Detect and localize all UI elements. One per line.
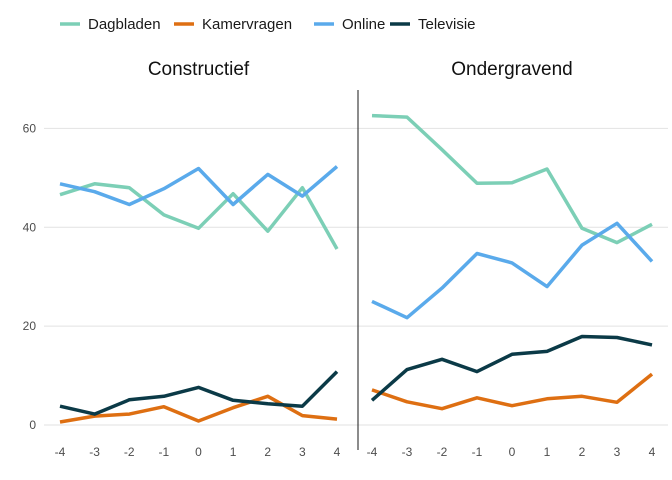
legend-label-dagbladen: Dagbladen	[88, 16, 161, 33]
x-tick-label: -1	[159, 445, 170, 459]
x-tick-label: 1	[544, 445, 551, 459]
x-tick-label: 2	[579, 445, 586, 459]
x-tick-label: 3	[614, 445, 621, 459]
x-tick-label: -3	[402, 445, 413, 459]
y-tick-label: 60	[23, 121, 37, 135]
x-tick-label: 2	[264, 445, 271, 459]
panel-title: Constructief	[148, 59, 250, 80]
legend-label-kamervragen: Kamervragen	[202, 16, 292, 33]
x-tick-label: 4	[649, 445, 656, 459]
x-tick-label: -3	[89, 445, 100, 459]
x-tick-label: -4	[367, 445, 378, 459]
x-tick-label: -2	[437, 445, 448, 459]
x-tick-label: 4	[334, 445, 341, 459]
legend-label-televisie: Televisie	[418, 16, 476, 33]
legend-item-kamervragen: Kamervragen	[174, 16, 292, 33]
x-tick-label: 0	[195, 445, 202, 459]
x-tick-label: -4	[55, 445, 66, 459]
series-line-televisie	[370, 334, 653, 402]
x-tick-label: 0	[509, 445, 516, 459]
x-tick-label: -2	[124, 445, 135, 459]
x-tick-label: 1	[230, 445, 237, 459]
x-tick-label: -1	[472, 445, 483, 459]
series-line-dagbladen	[371, 113, 653, 245]
series-line-kamervragen	[371, 372, 654, 411]
legend-item-online: Online	[314, 16, 385, 33]
series-line-online	[371, 221, 654, 320]
legend: Dagbladen Kamervragen Online Televisie	[60, 16, 476, 33]
y-tick-label: 0	[29, 418, 36, 432]
y-tick-label: 20	[23, 319, 37, 333]
legend-label-online: Online	[342, 16, 385, 33]
legend-item-televisie: Televisie	[390, 16, 476, 33]
y-tick-label: 40	[23, 220, 37, 234]
panel-title: Ondergravend	[451, 59, 572, 80]
series-line-televisie	[59, 370, 339, 416]
series-line-kamervragen	[59, 394, 338, 424]
panel-ondergravend: Ondergravend -4 -3 -2 -1 0 1 2 3 4	[357, 59, 668, 459]
legend-item-dagbladen: Dagbladen	[60, 16, 161, 33]
x-tick-label: 3	[299, 445, 306, 459]
panel-constructief: 0 20 40 60 Constructief -4 -3 -2 -1 0 1 2 3 4	[23, 59, 358, 459]
